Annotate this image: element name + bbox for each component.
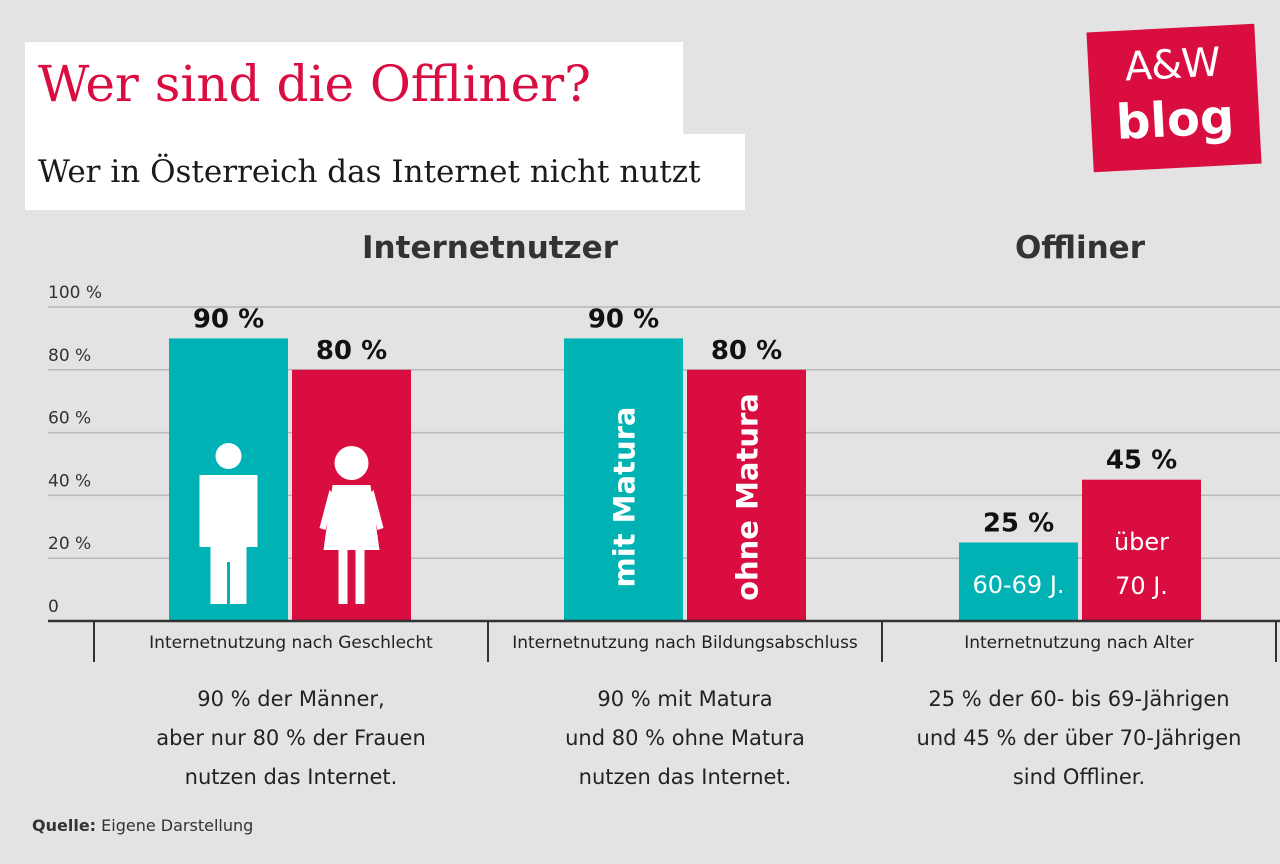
description-line: sind Offliner.: [1012, 765, 1146, 789]
bar: [564, 338, 683, 621]
y-tick-label: 60 %: [48, 409, 91, 429]
y-tick-label: 100 %: [48, 283, 102, 303]
page-subtitle: Wer in Österreich das Internet nicht nut…: [38, 154, 701, 190]
description-line: und 80 % ohne Matura: [565, 726, 805, 750]
female-icon: [338, 548, 348, 604]
female-icon: [319, 490, 335, 530]
bar-value-label: 80 %: [711, 336, 782, 366]
description-line: nutzen das Internet.: [578, 765, 792, 789]
female-icon: [355, 548, 365, 604]
description-line: nutzen das Internet.: [184, 765, 398, 789]
description-education: 90 % mit Matura und 80 % ohne Matura nut…: [488, 680, 882, 797]
description-line: aber nur 80 % der Frauen: [156, 726, 426, 750]
source-note: Quelle: Eigene Darstellung: [32, 816, 253, 835]
male-icon: [199, 475, 258, 547]
bar-value-label: 80 %: [316, 336, 387, 366]
group-label: Internetnutzung nach Bildungsabschluss: [512, 633, 858, 653]
bar-value-label: 90 %: [588, 304, 659, 334]
description-line: 90 % mit Matura: [597, 687, 773, 711]
heading-internetnutzer: Internetnutzer: [362, 230, 618, 266]
source-text: Eigene Darstellung: [101, 816, 254, 835]
description-age: 25 % der 60- bis 69-Jährigen und 45 % de…: [882, 680, 1276, 797]
bar-inner-label: 60-69 J.: [972, 571, 1064, 599]
bar: [687, 369, 806, 621]
description-line: 90 % der Männer,: [197, 687, 385, 711]
female-icon: [323, 485, 380, 550]
y-tick-label: 40 %: [48, 471, 91, 491]
female-icon: [368, 490, 384, 530]
group-label: Internetnutzung nach Alter: [964, 633, 1194, 653]
bar-value-label: 25 %: [983, 509, 1054, 539]
y-tick-label: 80 %: [48, 346, 91, 366]
bar-value-label: 45 %: [1106, 446, 1177, 476]
description-gender: 90 % der Männer, aber nur 80 % der Fraue…: [94, 680, 488, 797]
male-icon: [227, 562, 230, 604]
male-icon: [215, 443, 242, 469]
page-title: Wer sind die Offliner?: [38, 55, 591, 113]
subtitle-background: [25, 134, 745, 210]
bar: [1082, 479, 1201, 621]
bar-inner-label-vertical: mit Matura: [608, 407, 642, 588]
bar-value-label: 90 %: [193, 304, 264, 334]
bar-inner-label: 70 J.: [1115, 572, 1168, 600]
description-line: und 45 % der über 70-Jährigen: [916, 726, 1242, 750]
heading-offliner: Offliner: [1015, 230, 1145, 266]
source-prefix: Quelle:: [32, 816, 97, 835]
group-label: Internetnutzung nach Geschlecht: [149, 633, 433, 653]
y-tick-label: 20 %: [48, 534, 91, 554]
title-background: [25, 42, 683, 134]
bar-inner-label-vertical: ohne Matura: [731, 393, 765, 601]
bar-inner-label: über: [1114, 528, 1169, 556]
y-tick-label: 0: [48, 597, 59, 617]
bar: [959, 542, 1078, 621]
female-icon: [334, 446, 369, 480]
description-line: 25 % der 60- bis 69-Jährigen: [928, 687, 1230, 711]
